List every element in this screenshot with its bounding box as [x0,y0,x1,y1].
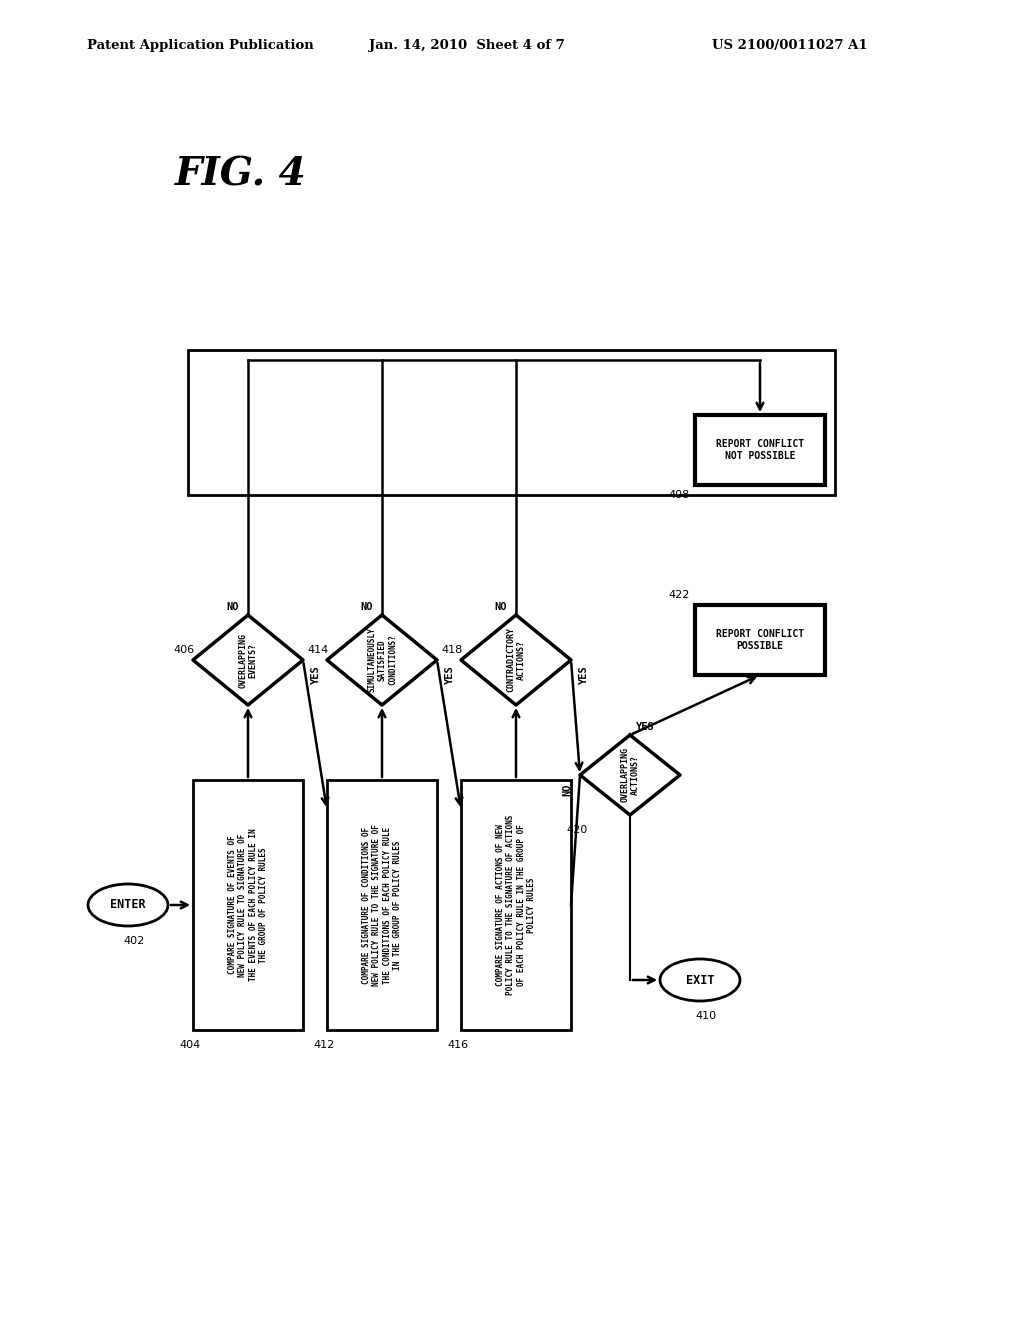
Text: Patent Application Publication: Patent Application Publication [87,38,313,51]
Text: COMPARE SIGNATURE OF CONDITIONS OF
NEW POLICY RULE TO THE SIGNATURE OF
THE CONDI: COMPARE SIGNATURE OF CONDITIONS OF NEW P… [361,824,402,986]
Text: EXIT: EXIT [686,974,715,986]
Text: CONTRADICTORY
ACTIONS?: CONTRADICTORY ACTIONS? [506,627,525,693]
Ellipse shape [88,884,168,927]
Text: 412: 412 [313,1040,335,1049]
Text: Jan. 14, 2010  Sheet 4 of 7: Jan. 14, 2010 Sheet 4 of 7 [369,38,564,51]
Text: 422: 422 [669,590,690,601]
Text: US 2100/0011027 A1: US 2100/0011027 A1 [712,38,867,51]
Text: 406: 406 [173,645,195,655]
Bar [695,414,825,484]
Bar [695,605,825,675]
Text: 416: 416 [447,1040,469,1049]
Text: 404: 404 [179,1040,201,1049]
Text: NO: NO [562,784,572,796]
Text: NO: NO [226,602,240,612]
Bar [327,780,437,1030]
Text: REPORT CONFLICT
POSSIBLE: REPORT CONFLICT POSSIBLE [716,630,804,651]
Text: OVERLAPPING
ACTIONS?: OVERLAPPING ACTIONS? [621,747,640,803]
Text: 414: 414 [307,645,329,655]
Text: 402: 402 [123,936,144,946]
Bar [193,780,303,1030]
Text: COMPARE SIGNATURE OF ACTIONS OF NEW
POLICY RULE TO THE SIGNATURE OF ACTIONS
OF E: COMPARE SIGNATURE OF ACTIONS OF NEW POLI… [496,814,537,995]
Text: ENTER: ENTER [111,899,145,912]
Text: YES: YES [579,665,589,684]
Polygon shape [580,735,680,814]
Text: FIG. 4: FIG. 4 [175,156,306,194]
Text: YES: YES [636,722,654,733]
Bar [188,350,835,495]
Ellipse shape [660,960,740,1001]
Bar [461,780,571,1030]
Text: 420: 420 [566,825,588,836]
Text: YES: YES [445,665,455,684]
Text: NO: NO [495,602,507,612]
Text: 408: 408 [669,490,690,500]
Text: SIMULTANEOUSLY
SATISFIED
CONDITIONS?: SIMULTANEOUSLY SATISFIED CONDITIONS? [367,627,397,693]
Text: NO: NO [360,602,374,612]
Text: OVERLAPPING
EVENTS?: OVERLAPPING EVENTS? [239,632,258,688]
Polygon shape [327,615,437,705]
Text: REPORT CONFLICT
NOT POSSIBLE: REPORT CONFLICT NOT POSSIBLE [716,440,804,461]
Text: 418: 418 [441,645,462,655]
Polygon shape [461,615,571,705]
Polygon shape [193,615,303,705]
Text: YES: YES [311,665,321,684]
Text: 410: 410 [695,1011,716,1020]
Text: COMPARE SIGNATURE OF EVENTS OF
NEW POLICY RULE TO SIGNATURE OF
THE EVENTS OF EAC: COMPARE SIGNATURE OF EVENTS OF NEW POLIC… [228,829,268,981]
